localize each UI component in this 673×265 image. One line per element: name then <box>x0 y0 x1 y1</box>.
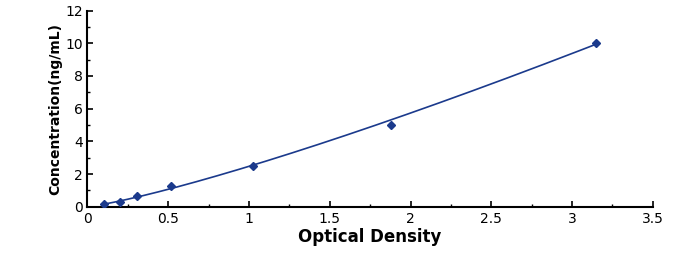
X-axis label: Optical Density: Optical Density <box>298 228 442 246</box>
Y-axis label: Concentration(ng/mL): Concentration(ng/mL) <box>48 23 62 195</box>
